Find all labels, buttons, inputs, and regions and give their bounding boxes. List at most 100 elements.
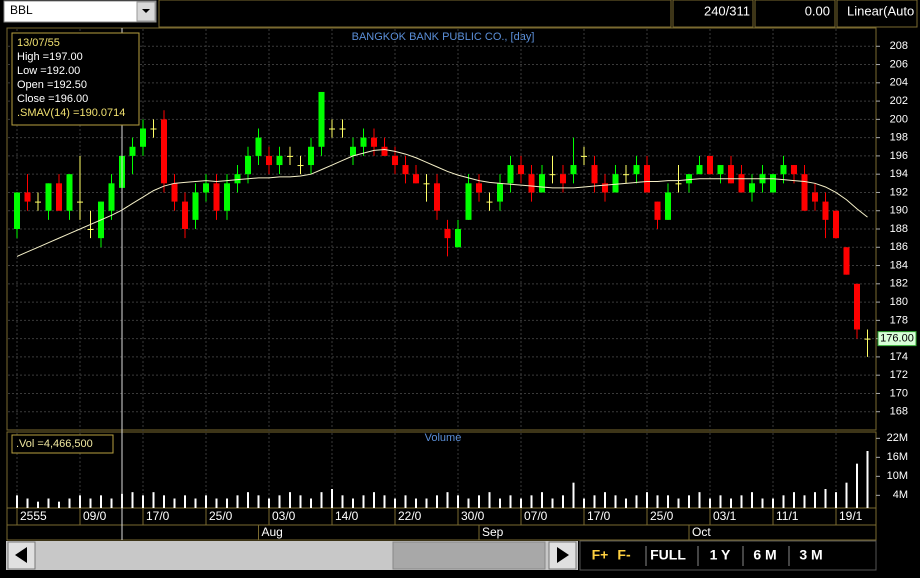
date-axis	[6, 507, 877, 541]
y-tick-label: 16M	[887, 451, 908, 463]
symbol-dropdown[interactable]	[3, 0, 157, 23]
x-tick-label: 17/0	[587, 509, 611, 523]
volume-bar	[761, 498, 764, 508]
x-tick-label: 19/1	[839, 509, 863, 523]
candle-body	[801, 174, 808, 211]
candle-body	[87, 229, 94, 230]
candle-body	[66, 174, 73, 211]
volume-bar	[583, 498, 585, 508]
toolbar-field	[754, 0, 836, 28]
volume-bar	[331, 489, 333, 508]
volume-bar	[467, 498, 470, 508]
candle-body	[528, 174, 535, 193]
candle-body	[444, 229, 451, 239]
candle-body	[591, 165, 598, 184]
candle-body	[696, 165, 703, 175]
y-tick-label: 208	[890, 40, 908, 52]
volume-bar	[656, 495, 659, 508]
y-tick-label: 186	[890, 241, 908, 253]
y-tick-label: 188	[890, 223, 908, 235]
volume-bar	[415, 498, 417, 508]
x-tick-label: 25/0	[650, 509, 674, 523]
volume-bar	[751, 492, 753, 508]
candle-body	[539, 174, 545, 193]
nav-button[interactable]: 3 M	[799, 547, 822, 563]
volume-bar	[37, 501, 39, 508]
candle-body	[423, 183, 430, 185]
last-price-box	[877, 331, 917, 347]
candle-body	[381, 146, 388, 156]
candle-body	[140, 128, 146, 147]
volume-bar	[646, 492, 648, 508]
volume-bar	[478, 495, 480, 508]
candle-body	[455, 229, 461, 248]
last-price-label: 176.00	[880, 333, 914, 345]
candle-body	[213, 183, 220, 211]
y-tick-label: 198	[890, 132, 908, 144]
volume-bar	[247, 492, 249, 508]
nav-button[interactable]: 6 M	[753, 547, 776, 563]
y-tick-label: 196	[890, 150, 908, 162]
candle-body	[507, 165, 514, 184]
symbol-text[interactable]: BBL	[10, 3, 33, 17]
candle-body	[371, 137, 377, 147]
nav-button[interactable]: F+	[592, 547, 609, 563]
volume-bar	[520, 498, 522, 508]
nav-button[interactable]: F-	[617, 547, 631, 563]
nav-button[interactable]: FULL	[650, 547, 686, 563]
candle-body	[833, 210, 839, 239]
candle-body	[329, 128, 335, 130]
candle-body	[203, 183, 209, 193]
candle-body	[276, 155, 283, 166]
toolbar-field	[836, 0, 918, 28]
volume-bar	[677, 498, 680, 508]
y-tick-label: 178	[890, 314, 908, 326]
x-tick-label: 22/0	[398, 509, 422, 523]
candle-body	[161, 119, 167, 184]
arrow-icon	[15, 547, 27, 563]
volume-bar	[110, 498, 113, 508]
volume-bar	[205, 495, 207, 508]
candle-body	[854, 283, 860, 330]
count-text: 240/311	[704, 3, 750, 18]
info-line: Close =196.00	[17, 93, 88, 105]
volume-bar	[719, 495, 722, 508]
candle-body	[45, 183, 52, 211]
scale-text[interactable]: Linear(Auto	[847, 3, 914, 18]
candle-body	[822, 201, 829, 220]
volume-bar	[289, 492, 291, 508]
scroll-thumb[interactable]	[392, 541, 546, 570]
x-tick-label: 25/0	[209, 509, 233, 523]
candle-body	[497, 183, 503, 202]
candle-body	[182, 201, 188, 229]
candle-body	[224, 183, 230, 211]
volume-bar	[215, 498, 218, 508]
candle-body	[665, 192, 671, 220]
candle-body	[245, 155, 251, 175]
volume-bar	[593, 495, 596, 508]
volume-bar	[856, 463, 858, 508]
volume-bar	[362, 495, 365, 508]
volume-bar	[26, 498, 29, 508]
candle-body	[749, 183, 755, 193]
x-tick-label: 07/0	[524, 509, 548, 523]
candle-body	[549, 174, 556, 176]
volume-bar	[68, 498, 71, 508]
volume-bar	[47, 498, 50, 508]
y-tick-label: 22M	[887, 432, 908, 444]
volume-bar	[730, 498, 732, 508]
volume-bar	[551, 498, 554, 508]
volume-bar	[226, 498, 228, 508]
candle-body	[560, 174, 566, 184]
volume-bar	[79, 495, 81, 508]
volume-bar	[625, 498, 627, 508]
y-tick-label: 190	[890, 205, 908, 217]
volume-bar	[89, 498, 92, 508]
y-tick-label: 174	[890, 351, 908, 363]
volume-bar	[530, 495, 533, 508]
candle-body	[707, 155, 713, 175]
candle-body	[77, 201, 83, 203]
nav-button[interactable]: 1 Y	[710, 547, 731, 563]
